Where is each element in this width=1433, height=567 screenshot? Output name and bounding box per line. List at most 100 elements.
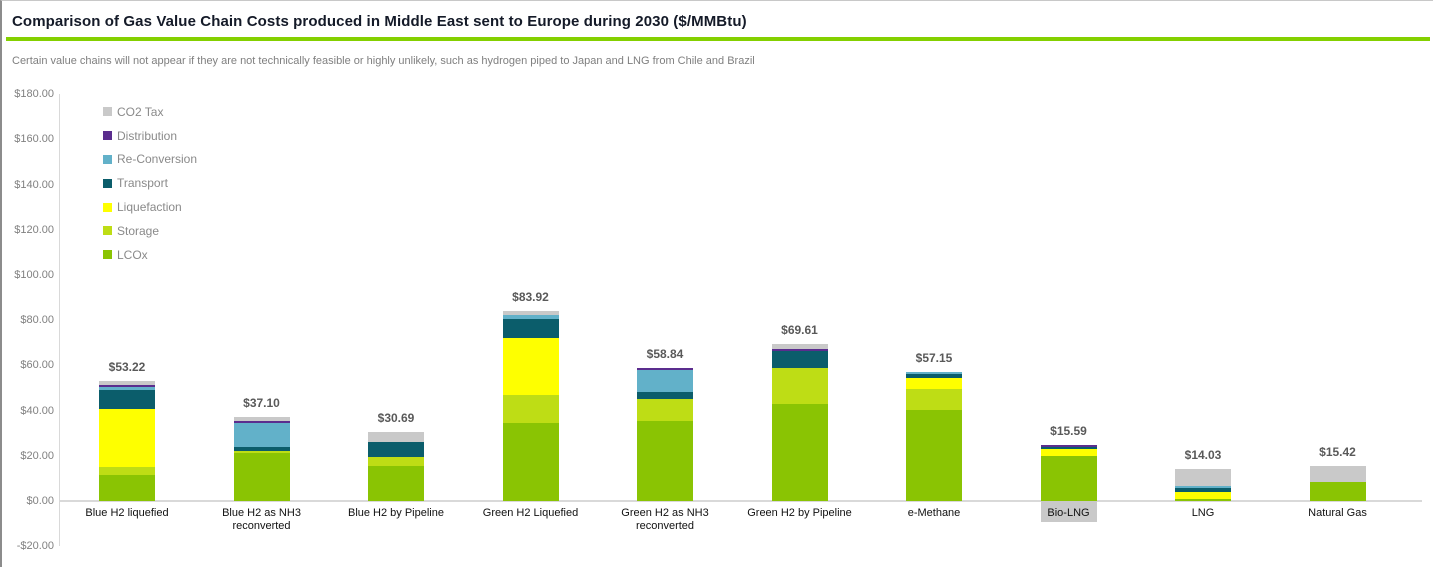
legend-item-liquefaction: Liquefaction — [103, 195, 197, 219]
bar-segment-transport — [502, 318, 559, 339]
legend-label: Storage — [117, 223, 160, 238]
legend-swatch-storage — [103, 226, 112, 236]
legend-label: Distribution — [117, 128, 178, 143]
legend-swatch-distribution — [103, 131, 112, 141]
x-axis-baseline — [59, 500, 1422, 502]
bar-segment-storage — [233, 450, 290, 453]
bar-segment-reconversion — [1175, 486, 1231, 489]
bar-segment-storage — [771, 367, 828, 405]
bar-total-label: $83.92 — [512, 290, 549, 305]
bar-segment-lcox — [502, 423, 559, 501]
legend-swatch-lcox — [103, 250, 112, 260]
bar-total-label: $58.84 — [646, 347, 684, 362]
legend-swatch-liquefaction — [103, 202, 112, 212]
bar-total-label: $57.15 — [915, 350, 953, 365]
legend-label: Re-Conversion — [117, 152, 198, 167]
bar-segment-distribution — [1040, 444, 1097, 447]
bar-segment-co2_tax — [99, 380, 155, 385]
bar-segment-lcox — [1309, 482, 1366, 501]
bar-segment-storage — [99, 467, 155, 475]
bar-total-label: $30.69 — [377, 410, 415, 425]
y-tick-label: $40.00 — [20, 404, 54, 417]
category-label: Natural Gas — [1308, 507, 1367, 519]
legend-label: LCOx — [117, 247, 148, 262]
category-label: Blue H2 as NH3 reconverted — [222, 507, 301, 532]
category-label: Green H2 by Pipeline — [747, 507, 852, 519]
page-title: Comparison of Gas Value Chain Costs prod… — [12, 13, 747, 30]
legend-swatch-co2_tax — [103, 107, 112, 117]
bar-total-label: $37.10 — [243, 396, 280, 411]
bar-segment-transport — [1040, 446, 1097, 450]
y-tick-label: $160.00 — [14, 133, 54, 146]
bar-segment-reconversion — [637, 370, 693, 392]
bar-segment-liquefaction — [1175, 492, 1231, 499]
bar-total-label: $15.42 — [1319, 445, 1356, 460]
bar-segment-lcox — [906, 409, 962, 501]
y-tick-label: $20.00 — [20, 449, 54, 462]
category-label: Bio-LNG — [1047, 507, 1090, 519]
bar-total-label: $69.61 — [781, 322, 818, 337]
bar-segment-storage — [502, 394, 559, 424]
bar-segment-storage — [637, 398, 693, 421]
legend-item-distribution: Distribution — [103, 124, 197, 148]
bar-segment-distribution — [233, 421, 290, 424]
bar-segment-storage — [368, 457, 424, 466]
category-label: e-Methane — [907, 507, 961, 519]
bar-segment-co2_tax — [1309, 466, 1366, 482]
bar-segment-lcox — [771, 404, 828, 501]
bar-segment-lcox — [368, 465, 424, 501]
bar-segment-reconversion — [99, 386, 155, 390]
legend-item-lcox: LCOx — [103, 243, 197, 267]
category-label: Blue H2 by Pipeline — [347, 507, 444, 519]
legend-item-co2_tax: CO2 Tax — [103, 100, 197, 124]
category-label: Green H2 as NH3 reconverted — [621, 507, 709, 532]
bar-segment-transport — [771, 351, 828, 368]
legend-label: CO2 Tax — [117, 104, 164, 119]
title-accent-rule — [6, 37, 1430, 41]
legend-item-storage: Storage — [103, 219, 197, 243]
bar-segment-co2_tax — [1040, 501, 1097, 523]
y-tick-label: $60.00 — [20, 359, 54, 372]
y-tick-label: $100.00 — [14, 269, 54, 281]
category-label: Blue H2 liquefied — [85, 507, 169, 519]
bar-segment-liquefaction — [502, 338, 559, 395]
bar-segment-co2_tax — [368, 431, 424, 442]
chart-legend: CO2 Tax Distribution Re-Conversion Transpor… — [103, 100, 197, 267]
y-tick-label: $180.00 — [14, 88, 54, 101]
y-axis-line — [59, 94, 60, 547]
bar-segment-transport — [906, 373, 962, 379]
bar-segment-reconversion — [233, 423, 290, 447]
bar-segment-distribution — [99, 384, 155, 387]
legend-item-transport: Transport — [103, 171, 197, 195]
bar-segment-reconversion — [502, 315, 559, 319]
bar-total-label: $14.03 — [1184, 448, 1222, 463]
bar-total-label: $53.22 — [108, 359, 146, 374]
bar-segment-co2_tax — [502, 311, 559, 316]
y-tick-label: $120.00 — [14, 223, 54, 236]
bar-segment-transport — [637, 391, 693, 399]
category-label: LNG — [1191, 507, 1215, 519]
bar-segment-co2_tax — [771, 343, 828, 350]
y-tick-label: $80.00 — [20, 314, 54, 327]
bar-segment-lcox — [233, 452, 290, 501]
legend-label: Transport — [117, 176, 168, 191]
legend-item-reconversion: Re-Conversion — [103, 148, 197, 172]
bar-segment-reconversion — [906, 371, 962, 374]
bar-segment-distribution — [637, 368, 693, 371]
chart-subtitle: Certain value chains will not appear if … — [12, 55, 755, 67]
bar-segment-transport — [368, 442, 424, 458]
bar-segment-lcox — [1175, 498, 1231, 501]
bar-segment-co2_tax — [233, 417, 290, 422]
y-tick-label: $140.00 — [14, 178, 54, 191]
bar-segment-liquefaction — [906, 378, 962, 389]
bar-segment-liquefaction — [99, 408, 155, 468]
bar-segment-transport — [99, 389, 155, 409]
bar-segment-transport — [1175, 488, 1231, 493]
bar-segment-distribution — [771, 349, 828, 352]
bar-segment-transport — [233, 446, 290, 451]
y-tick-label: -$20.00 — [16, 540, 54, 553]
bar-segment-lcox — [637, 420, 693, 501]
bar-total-label: $15.59 — [1050, 423, 1087, 438]
